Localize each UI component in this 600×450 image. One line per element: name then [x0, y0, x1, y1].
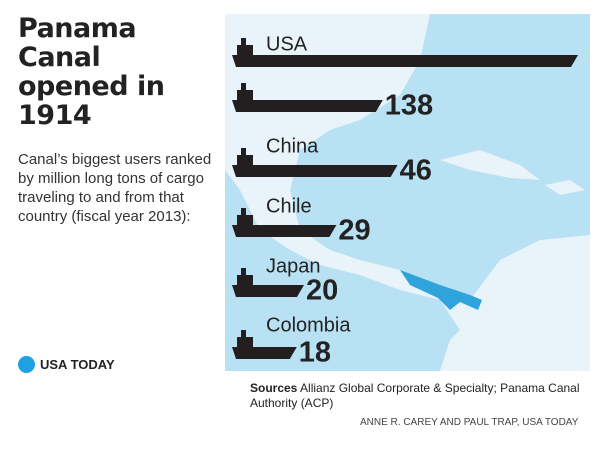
chart-subtitle: Canal’s biggest users ranked by million … — [18, 151, 212, 225]
value-label: 20 — [306, 275, 338, 307]
map-land — [440, 235, 590, 371]
bar — [232, 268, 304, 297]
source-text: Allianz Global Corporate & Specialty; Pa… — [250, 381, 580, 410]
ship-hull — [232, 100, 383, 112]
category-label: USA — [266, 33, 308, 55]
ship-stack — [241, 268, 246, 275]
logo: USA TODAY — [18, 356, 115, 373]
category-label: Japan — [266, 255, 321, 277]
ship-stack — [241, 330, 246, 337]
ship-hull — [232, 225, 337, 237]
value-label: 46 — [400, 155, 432, 187]
map-panama — [400, 270, 482, 310]
value-label: 138 — [385, 90, 433, 122]
ship-hull — [232, 347, 297, 359]
bar — [232, 38, 578, 112]
category-label: Chile — [266, 195, 312, 217]
credit: ANNE R. CAREY AND PAUL TRAP, USA TODAY — [360, 417, 579, 428]
ship-cabin — [237, 275, 253, 285]
ship-stack — [241, 148, 246, 155]
bar — [232, 148, 398, 177]
map-island — [545, 180, 585, 195]
ship-stack — [241, 83, 246, 90]
ship-cabin — [237, 45, 253, 55]
value-label: 29 — [338, 215, 370, 247]
ship-cabin — [237, 337, 253, 347]
category-label: China — [266, 135, 319, 157]
value-label: 18 — [299, 337, 331, 369]
logo-dot — [18, 356, 35, 373]
map-land — [225, 14, 480, 330]
ship-cabin — [237, 215, 253, 225]
ship-hull — [232, 285, 304, 297]
logo-text: USA TODAY — [40, 357, 115, 372]
source-label: Sources — [250, 381, 298, 395]
ship-cabin — [237, 90, 253, 100]
category-label: Colombia — [266, 314, 351, 336]
ship-hull — [232, 55, 578, 67]
ship-hull — [232, 165, 398, 177]
source: Sources Allianz Global Corporate & Speci… — [250, 381, 590, 411]
bar — [232, 208, 337, 237]
ship-cabin — [237, 155, 253, 165]
bar — [232, 330, 297, 359]
map-island — [440, 150, 540, 180]
ship-stack — [241, 38, 246, 45]
ship-stack — [241, 208, 246, 215]
chart-title: Panama Canal opened in 1914 — [18, 13, 165, 131]
